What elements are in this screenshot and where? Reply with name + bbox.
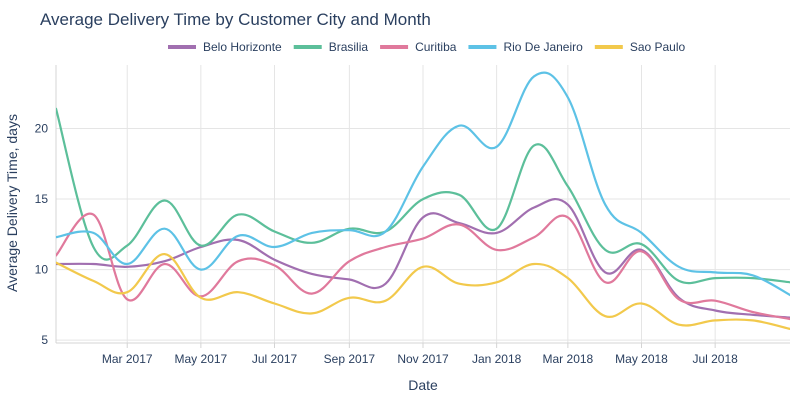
grid — [56, 65, 790, 343]
x-tick-label: Jul 2018 — [692, 352, 738, 366]
x-tick-label: Jan 2018 — [472, 352, 522, 366]
series-line-sao-paulo — [56, 252, 790, 330]
series-line-rio-de-janeiro — [56, 71, 790, 297]
y-tick-label: 20 — [35, 122, 49, 136]
series-layer — [56, 71, 790, 330]
x-axis-label: Date — [408, 377, 438, 393]
axes: 5 10 15 20 Mar 2017 May 2017 Jul 2017 Sep 2017 N… — [35, 65, 790, 366]
y-axis-label: Average Delivery Time, days — [4, 114, 20, 292]
x-tick-label: Sep 2017 — [324, 352, 376, 366]
legend-label: Brasilia — [329, 40, 369, 54]
y-tick-label: 15 — [35, 192, 49, 206]
legend-item-curitiba[interactable]: Curitiba — [380, 40, 457, 54]
legend-item-brasilia[interactable]: Brasilia — [293, 40, 369, 54]
x-tick-label: Mar 2017 — [102, 352, 153, 366]
x-tick-label: Jul 2017 — [252, 352, 298, 366]
legend-item-sao-paulo[interactable]: Sao Paulo — [594, 40, 686, 54]
legend-item-rio-de-janeiro[interactable]: Rio De Janeiro — [468, 40, 583, 54]
legend-label: Rio De Janeiro — [503, 40, 583, 54]
x-tick-label: Mar 2018 — [543, 352, 594, 366]
legend-item-belo-horizonte[interactable]: Belo Horizonte — [168, 40, 282, 54]
x-tick-label: May 2018 — [615, 352, 668, 366]
series-line-brasilia — [56, 107, 790, 285]
legend-label: Sao Paulo — [630, 40, 686, 54]
legend-label: Belo Horizonte — [203, 40, 282, 54]
series-line-curitiba — [56, 212, 790, 321]
y-tick-label: 10 — [35, 263, 49, 277]
x-tick-label: May 2017 — [175, 352, 228, 366]
legend-label: Curitiba — [415, 40, 457, 54]
y-tick-label: 5 — [41, 333, 48, 347]
chart-title: Average Delivery Time by Customer City a… — [40, 10, 431, 29]
legend: Belo Horizonte Brasilia Curitiba Rio De Jan… — [168, 40, 686, 54]
x-tick-label: Nov 2017 — [397, 352, 449, 366]
